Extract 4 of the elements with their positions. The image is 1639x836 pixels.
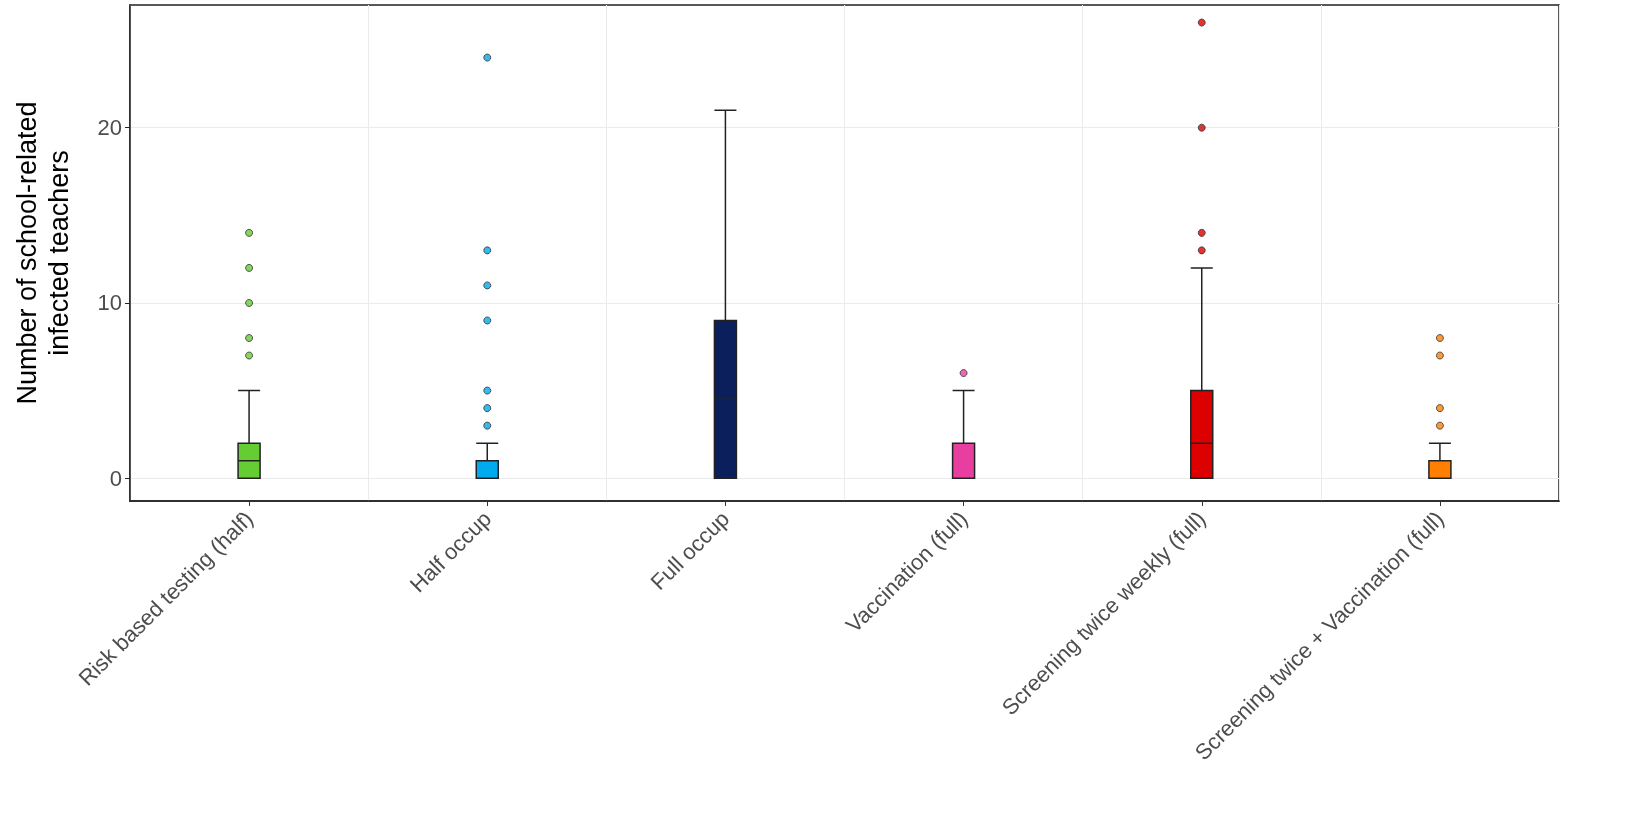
- y-tick-label: 10: [97, 290, 122, 316]
- y-tick-label: 20: [97, 115, 122, 141]
- y-axis-title: Number of school-related infected teachers: [12, 101, 74, 405]
- y-tick-label: 0: [109, 465, 122, 491]
